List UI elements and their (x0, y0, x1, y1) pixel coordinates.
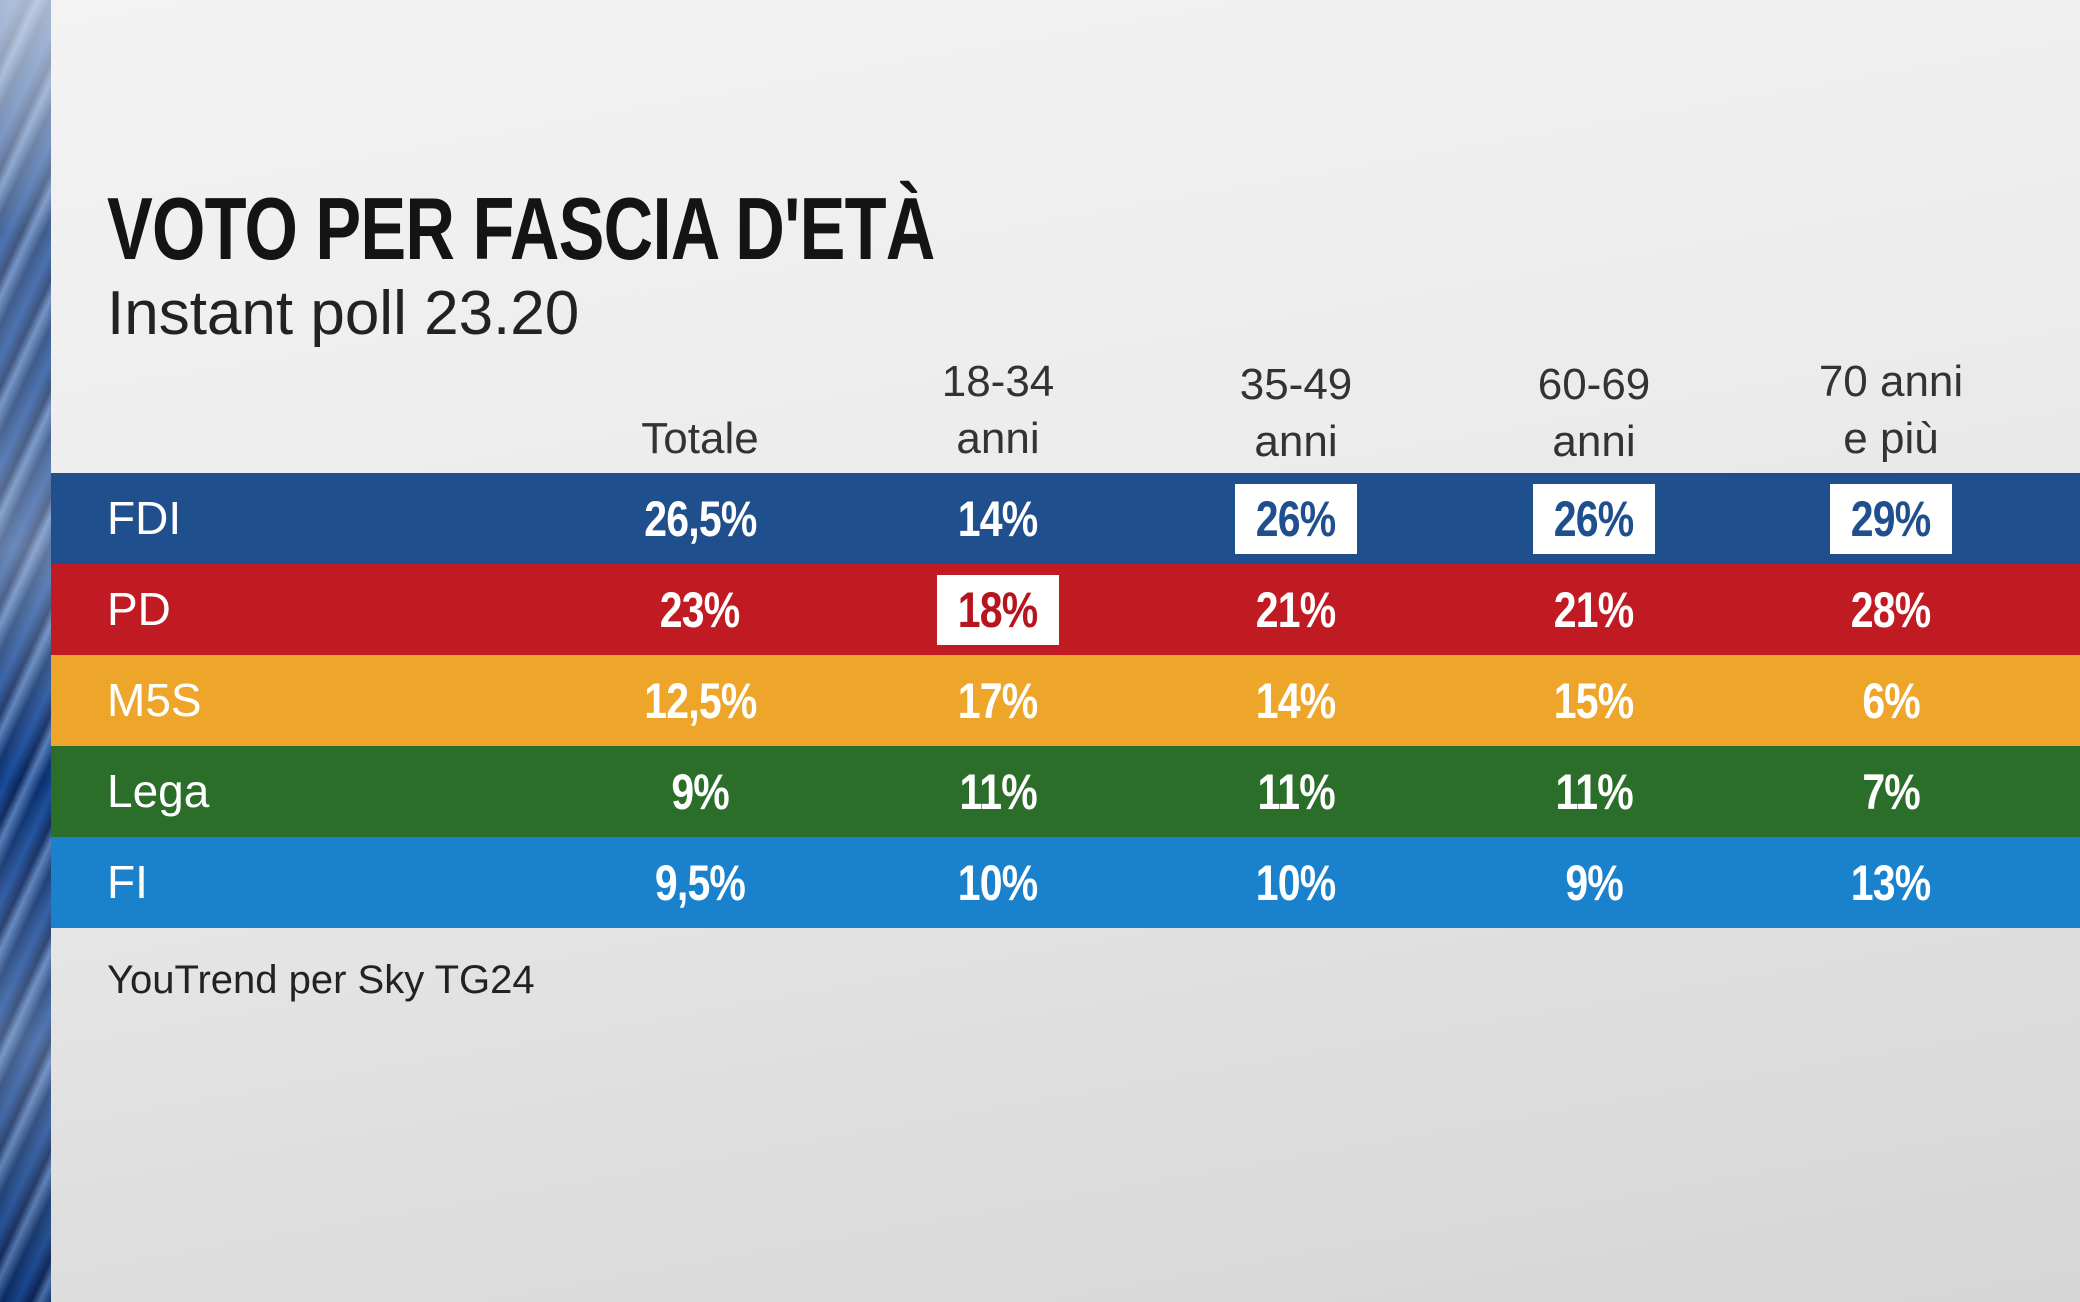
chart-title: VOTO PER FASCIA D'ETÀ (107, 179, 935, 278)
value-label: 18% (958, 581, 1038, 638)
table-row: PD 23% 18% 21% 21% 28% (51, 564, 2080, 655)
value-label: 10% (958, 854, 1038, 911)
table-cell: 6% (1761, 655, 2021, 746)
table-cell: 14% (1166, 655, 1426, 746)
table-cell: 21% (1464, 564, 1724, 655)
value-label: 10% (1256, 854, 1336, 911)
table-cell: 9,5% (570, 837, 830, 928)
value-label: 12,5% (643, 672, 757, 729)
table-cell: 12,5% (570, 655, 830, 746)
highlight-box: 18% (937, 574, 1059, 645)
value-label: 21% (1256, 581, 1336, 638)
highlight-box: 26% (1533, 483, 1655, 554)
table-cell: 18% (868, 564, 1128, 655)
table-cell: 15% (1464, 655, 1724, 746)
column-header: 35-49 anni (1239, 360, 1353, 466)
row-label: Lega (107, 765, 210, 817)
value-label: 28% (1851, 581, 1931, 638)
chart-subtitle: Instant poll 23.20 (107, 279, 580, 348)
value-label: 9% (671, 763, 729, 820)
side-strip-shine (0, 0, 51, 1302)
table-cell: 11% (1464, 746, 1724, 837)
value-label: 6% (1862, 672, 1920, 729)
row-label: FI (107, 856, 148, 908)
table-cell: 11% (868, 746, 1128, 837)
value-label: 23% (660, 581, 740, 638)
table-cell: 26% (1464, 473, 1724, 564)
table-cell: 13% (1761, 837, 2021, 928)
value-label: 14% (1256, 672, 1336, 729)
value-label: 11% (1555, 763, 1633, 820)
table-cell: 28% (1761, 564, 2021, 655)
value-label: 7% (1862, 763, 1920, 820)
table-cell: 9% (1464, 837, 1724, 928)
column-header: 70 anni e più (1818, 357, 1964, 463)
table-row: Lega 9% 11% 11% 11% 7% (51, 746, 2080, 837)
chart-source: YouTrend per Sky TG24 (107, 958, 535, 1002)
side-decoration-strip (0, 0, 51, 1302)
table-cell: 10% (868, 837, 1128, 928)
value-label: 15% (1554, 672, 1634, 729)
value-label: 13% (1851, 854, 1931, 911)
table-cell: 14% (868, 473, 1128, 564)
value-label: 11% (1257, 763, 1335, 820)
table-row: FI 9,5% 10% 10% 9% 13% (51, 837, 2080, 928)
value-label: 26,5% (643, 490, 757, 547)
value-label: 21% (1554, 581, 1634, 638)
value-label: 26% (1554, 490, 1634, 547)
table-cell: 29% (1761, 473, 2021, 564)
table-cell: 7% (1761, 746, 2021, 837)
value-label: 17% (958, 672, 1038, 729)
table-cell: 11% (1166, 746, 1426, 837)
table-cell: 26% (1166, 473, 1426, 564)
row-label: M5S (107, 674, 202, 726)
value-label: 11% (959, 763, 1037, 820)
highlight-box: 29% (1830, 483, 1952, 554)
column-header: Totale (641, 414, 759, 463)
column-header: 60-69 anni (1537, 360, 1651, 466)
table-cell: 17% (868, 655, 1128, 746)
table-cell: 26,5% (570, 473, 830, 564)
table-cell: 23% (570, 564, 830, 655)
value-label: 9,5% (654, 854, 746, 911)
row-label: PD (107, 583, 171, 635)
value-label: 9% (1565, 854, 1623, 911)
value-label: 14% (958, 490, 1038, 547)
column-header: 18-34 anni (941, 357, 1055, 463)
table-cell: 9% (570, 746, 830, 837)
highlight-box: 26% (1235, 483, 1357, 554)
table-cell: 10% (1166, 837, 1426, 928)
value-label: 29% (1851, 490, 1931, 547)
table-row: FDI 26,5% 14% 26% 26% 29% (51, 473, 2080, 564)
value-label: 26% (1256, 490, 1336, 547)
table-cell: 21% (1166, 564, 1426, 655)
row-label: FDI (107, 492, 182, 544)
table-row: M5S 12,5% 17% 14% 15% 6% (51, 655, 2080, 746)
